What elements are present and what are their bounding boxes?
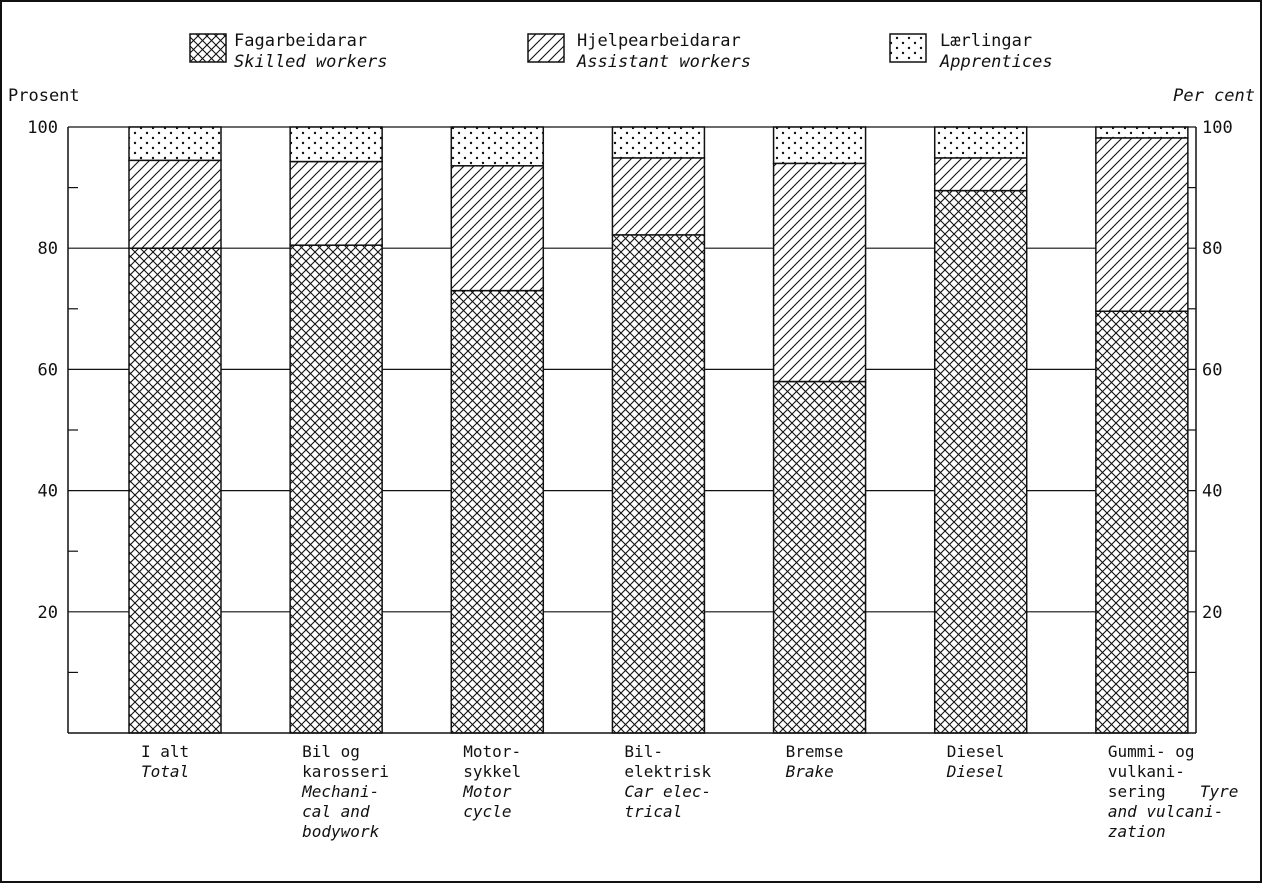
tick-label-left-40: 40 xyxy=(38,482,58,502)
legend-label-apprentices-en: Apprentices xyxy=(939,52,1053,72)
legend-label-skilled-no: Fagarbeidarar xyxy=(234,31,367,51)
bar-segment-dots-5 xyxy=(933,126,1028,159)
bar-segment-diagonal-5 xyxy=(933,157,1028,192)
bar-segment-diagonal-0 xyxy=(128,159,222,249)
category-label-no-1-1: karosseri xyxy=(302,762,389,781)
category-label-en-1-2: bodywork xyxy=(302,822,379,841)
tick-label-left-100: 100 xyxy=(27,118,58,138)
category-label-no-2-0: Motor- xyxy=(463,742,521,761)
category-label-no-0-0: I alt xyxy=(141,742,189,761)
category-label-en-0-0: Total xyxy=(141,762,189,781)
bar-segment-dots-4 xyxy=(772,126,867,165)
bar-segment-crosshatch-5 xyxy=(933,189,1028,734)
category-label-en-3-0: Car elec- xyxy=(624,782,711,801)
bar-segment-crosshatch-2 xyxy=(450,289,545,734)
category-label-no-4-0: Bremse xyxy=(786,742,844,761)
category-label-en-1-0: Mechani- xyxy=(301,782,379,801)
tick-label-right-20: 20 xyxy=(1202,603,1222,623)
category-label-en-4-0: Brake xyxy=(786,762,834,781)
category-label-en-1-1: cal and xyxy=(302,802,370,821)
category-label-no-5-0: Diesel xyxy=(947,742,1005,761)
bar-segment-crosshatch-6 xyxy=(1095,310,1189,734)
bar-segment-diagonal-2 xyxy=(450,165,545,292)
category-label-no-3-1: elektrisk xyxy=(624,762,711,781)
bar-segment-diagonal-4 xyxy=(772,162,867,383)
category-label-no-6-0: Gummi- og xyxy=(1108,742,1195,761)
legend-label-apprentices-no: Lærlingar xyxy=(940,31,1032,51)
category-label-en-6-1: and vulcani- xyxy=(1108,802,1224,821)
legend-swatch-skilled xyxy=(189,33,227,63)
bar-segment-dots-1 xyxy=(289,126,383,163)
bar-segment-crosshatch-4 xyxy=(772,380,867,734)
y-axis-title-left: Prosent xyxy=(8,86,80,106)
bars xyxy=(128,126,1189,734)
category-label-en-3-1: trical xyxy=(624,802,682,821)
tick-label-right-60: 60 xyxy=(1202,360,1222,380)
axis-ticks: 20 20 40 40 60 60 80 80 100 100 xyxy=(27,118,1233,674)
category-label-en-2-0: Motor xyxy=(462,782,512,801)
bar-segment-dots-3 xyxy=(611,126,706,159)
legend-label-assistant-en: Assistant workers xyxy=(576,52,751,72)
category-label-no-6-1: vulkani- xyxy=(1108,762,1185,781)
bar-segment-dots-2 xyxy=(450,126,545,167)
tick-label-right-80: 80 xyxy=(1202,239,1222,259)
tick-label-left-80: 80 xyxy=(38,239,58,259)
legend-swatch-assistant xyxy=(527,33,565,63)
legend-label-assistant-no: Hjelpearbeidarar xyxy=(577,31,741,51)
bar-segment-crosshatch-0 xyxy=(128,247,222,734)
bar-segment-dots-6 xyxy=(1095,126,1189,139)
bar-segment-diagonal-1 xyxy=(289,160,383,246)
category-label-en-6-0: Tyre xyxy=(1200,782,1239,801)
category-label-no-1-0: Bil og xyxy=(302,742,360,761)
y-axis-title-right: Per cent xyxy=(1173,86,1255,106)
category-label-en-5-0: Diesel xyxy=(946,762,1005,781)
bar-segment-crosshatch-1 xyxy=(289,244,383,734)
category-label-no-3-0: Bil- xyxy=(624,742,663,761)
category-label-no-2-1: sykkel xyxy=(463,762,521,781)
bar-segment-diagonal-6 xyxy=(1095,137,1189,312)
tick-label-left-20: 20 xyxy=(38,603,58,623)
tick-label-right-40: 40 xyxy=(1202,482,1222,502)
tick-label-left-60: 60 xyxy=(38,360,58,380)
legend: Fagarbeidarar Skilled workers Hjelpearbe… xyxy=(189,31,1053,72)
category-label-en-6-2: zation xyxy=(1108,822,1166,841)
tick-label-right-100: 100 xyxy=(1202,118,1233,138)
bar-segment-crosshatch-3 xyxy=(611,234,706,734)
bar-segment-diagonal-3 xyxy=(611,157,706,236)
category-label-en-2-1: cycle xyxy=(463,802,511,821)
legend-label-skilled-en: Skilled workers xyxy=(234,52,388,72)
bar-segment-dots-0 xyxy=(128,126,222,162)
legend-swatch-apprentices xyxy=(889,33,927,63)
category-label-no-6-2: sering xyxy=(1108,782,1166,801)
